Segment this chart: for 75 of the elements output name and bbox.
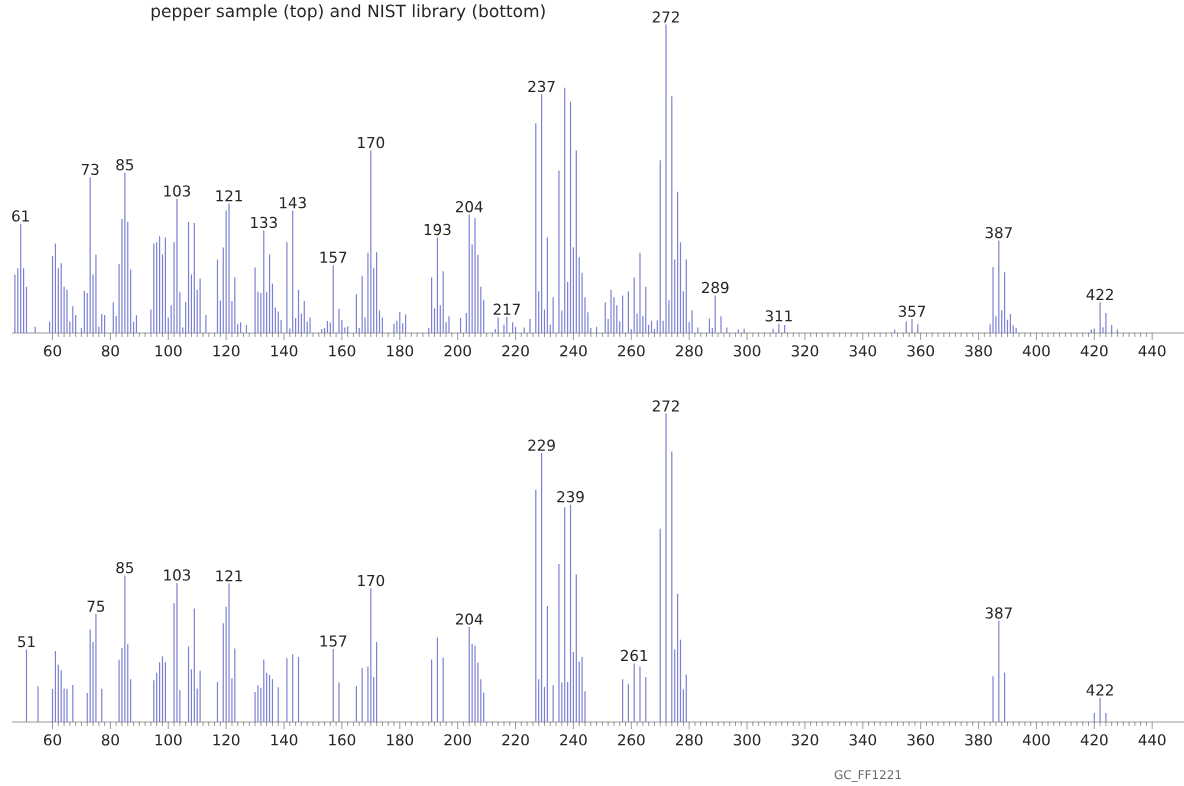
annotation: 311 <box>765 310 792 322</box>
x-tick-label: 160 <box>329 345 356 357</box>
x-tick-label: 120 <box>213 734 240 746</box>
x-tick-label: 120 <box>213 345 240 357</box>
x-tick-label: 180 <box>387 734 414 746</box>
annotation: 85 <box>116 159 134 171</box>
x-tick-label: 360 <box>907 345 934 357</box>
x-tick-label: 380 <box>965 345 992 357</box>
annotation: 204 <box>456 613 483 625</box>
x-tick-label: 420 <box>1080 345 1108 357</box>
annotation: 157 <box>320 635 347 647</box>
x-tick-label: 380 <box>965 734 992 746</box>
x-tick-label: 260 <box>618 734 645 746</box>
annotation: 217 <box>493 303 520 315</box>
x-tick-label: 280 <box>675 345 703 357</box>
x-tick-label: 340 <box>849 345 877 357</box>
x-tick-label: 140 <box>271 345 298 357</box>
annotation: 239 <box>557 491 584 503</box>
x-tick-label: 200 <box>444 345 471 357</box>
annotation: 289 <box>701 281 729 294</box>
x-tick-label: 400 <box>1022 345 1050 357</box>
x-tick-label: 280 <box>675 734 703 746</box>
annotation: 133 <box>251 216 277 229</box>
annotation: 61 <box>12 210 29 222</box>
text: GC_FF1221 <box>834 770 901 782</box>
chart-title: pepper sample (top) and NIST library (bottom) <box>151 4 545 21</box>
x-tick-label: 260 <box>618 345 645 357</box>
annotation: 121 <box>216 190 242 202</box>
annotation: 387 <box>985 607 1012 619</box>
x-tick-label: 160 <box>329 734 356 746</box>
annotation: 193 <box>424 223 451 236</box>
x-tick-label: 240 <box>560 345 587 357</box>
annotation: 357 <box>898 305 926 317</box>
annotation: 387 <box>985 226 1012 239</box>
annotation: 143 <box>280 197 306 209</box>
x-tick-label: 100 <box>155 734 182 746</box>
x-tick-label: 60 <box>44 345 62 357</box>
x-tick-label: 140 <box>271 734 298 746</box>
x-tick-label: 300 <box>733 345 761 357</box>
x-tick-label: 320 <box>791 345 819 357</box>
annotation: 51 <box>18 636 35 648</box>
annotation: 422 <box>1086 288 1113 300</box>
annotation: 422 <box>1086 684 1113 696</box>
x-tick-label: 200 <box>444 734 471 746</box>
x-tick-label: 220 <box>502 734 529 746</box>
annotation: 229 <box>528 439 555 451</box>
x-tick-label: 420 <box>1080 734 1108 746</box>
annotation: 272 <box>652 400 679 412</box>
x-tick-label: 60 <box>44 734 62 746</box>
x-tick-label: 300 <box>733 734 761 746</box>
x-tick-label: 360 <box>907 734 934 746</box>
x-tick-label: 180 <box>387 345 414 357</box>
annotation: 170 <box>358 574 385 587</box>
annotation: 237 <box>528 80 555 93</box>
x-tick-label: 80 <box>101 345 119 357</box>
annotation: 85 <box>116 561 134 574</box>
annotation: 157 <box>320 251 347 263</box>
annotation: 204 <box>456 201 483 213</box>
x-tick-label: 440 <box>1138 345 1166 357</box>
x-tick-label: 100 <box>155 345 182 357</box>
annotation: 272 <box>652 11 679 23</box>
annotation: 121 <box>216 570 242 582</box>
x-tick-label: 320 <box>791 734 819 746</box>
x-tick-label: 340 <box>849 734 877 746</box>
annotation: 73 <box>81 163 99 176</box>
x-tick-label: 240 <box>560 734 587 746</box>
x-tick-label: 80 <box>101 734 119 746</box>
x-tick-label: 400 <box>1022 734 1050 746</box>
x-tick-label: 440 <box>1138 734 1166 746</box>
x-tick-label: 220 <box>502 345 529 357</box>
annotation: 170 <box>358 136 385 149</box>
annotation: 103 <box>164 569 191 581</box>
annotation: 261 <box>620 649 648 662</box>
annotation: 75 <box>87 600 105 612</box>
annotation: 103 <box>164 185 191 197</box>
